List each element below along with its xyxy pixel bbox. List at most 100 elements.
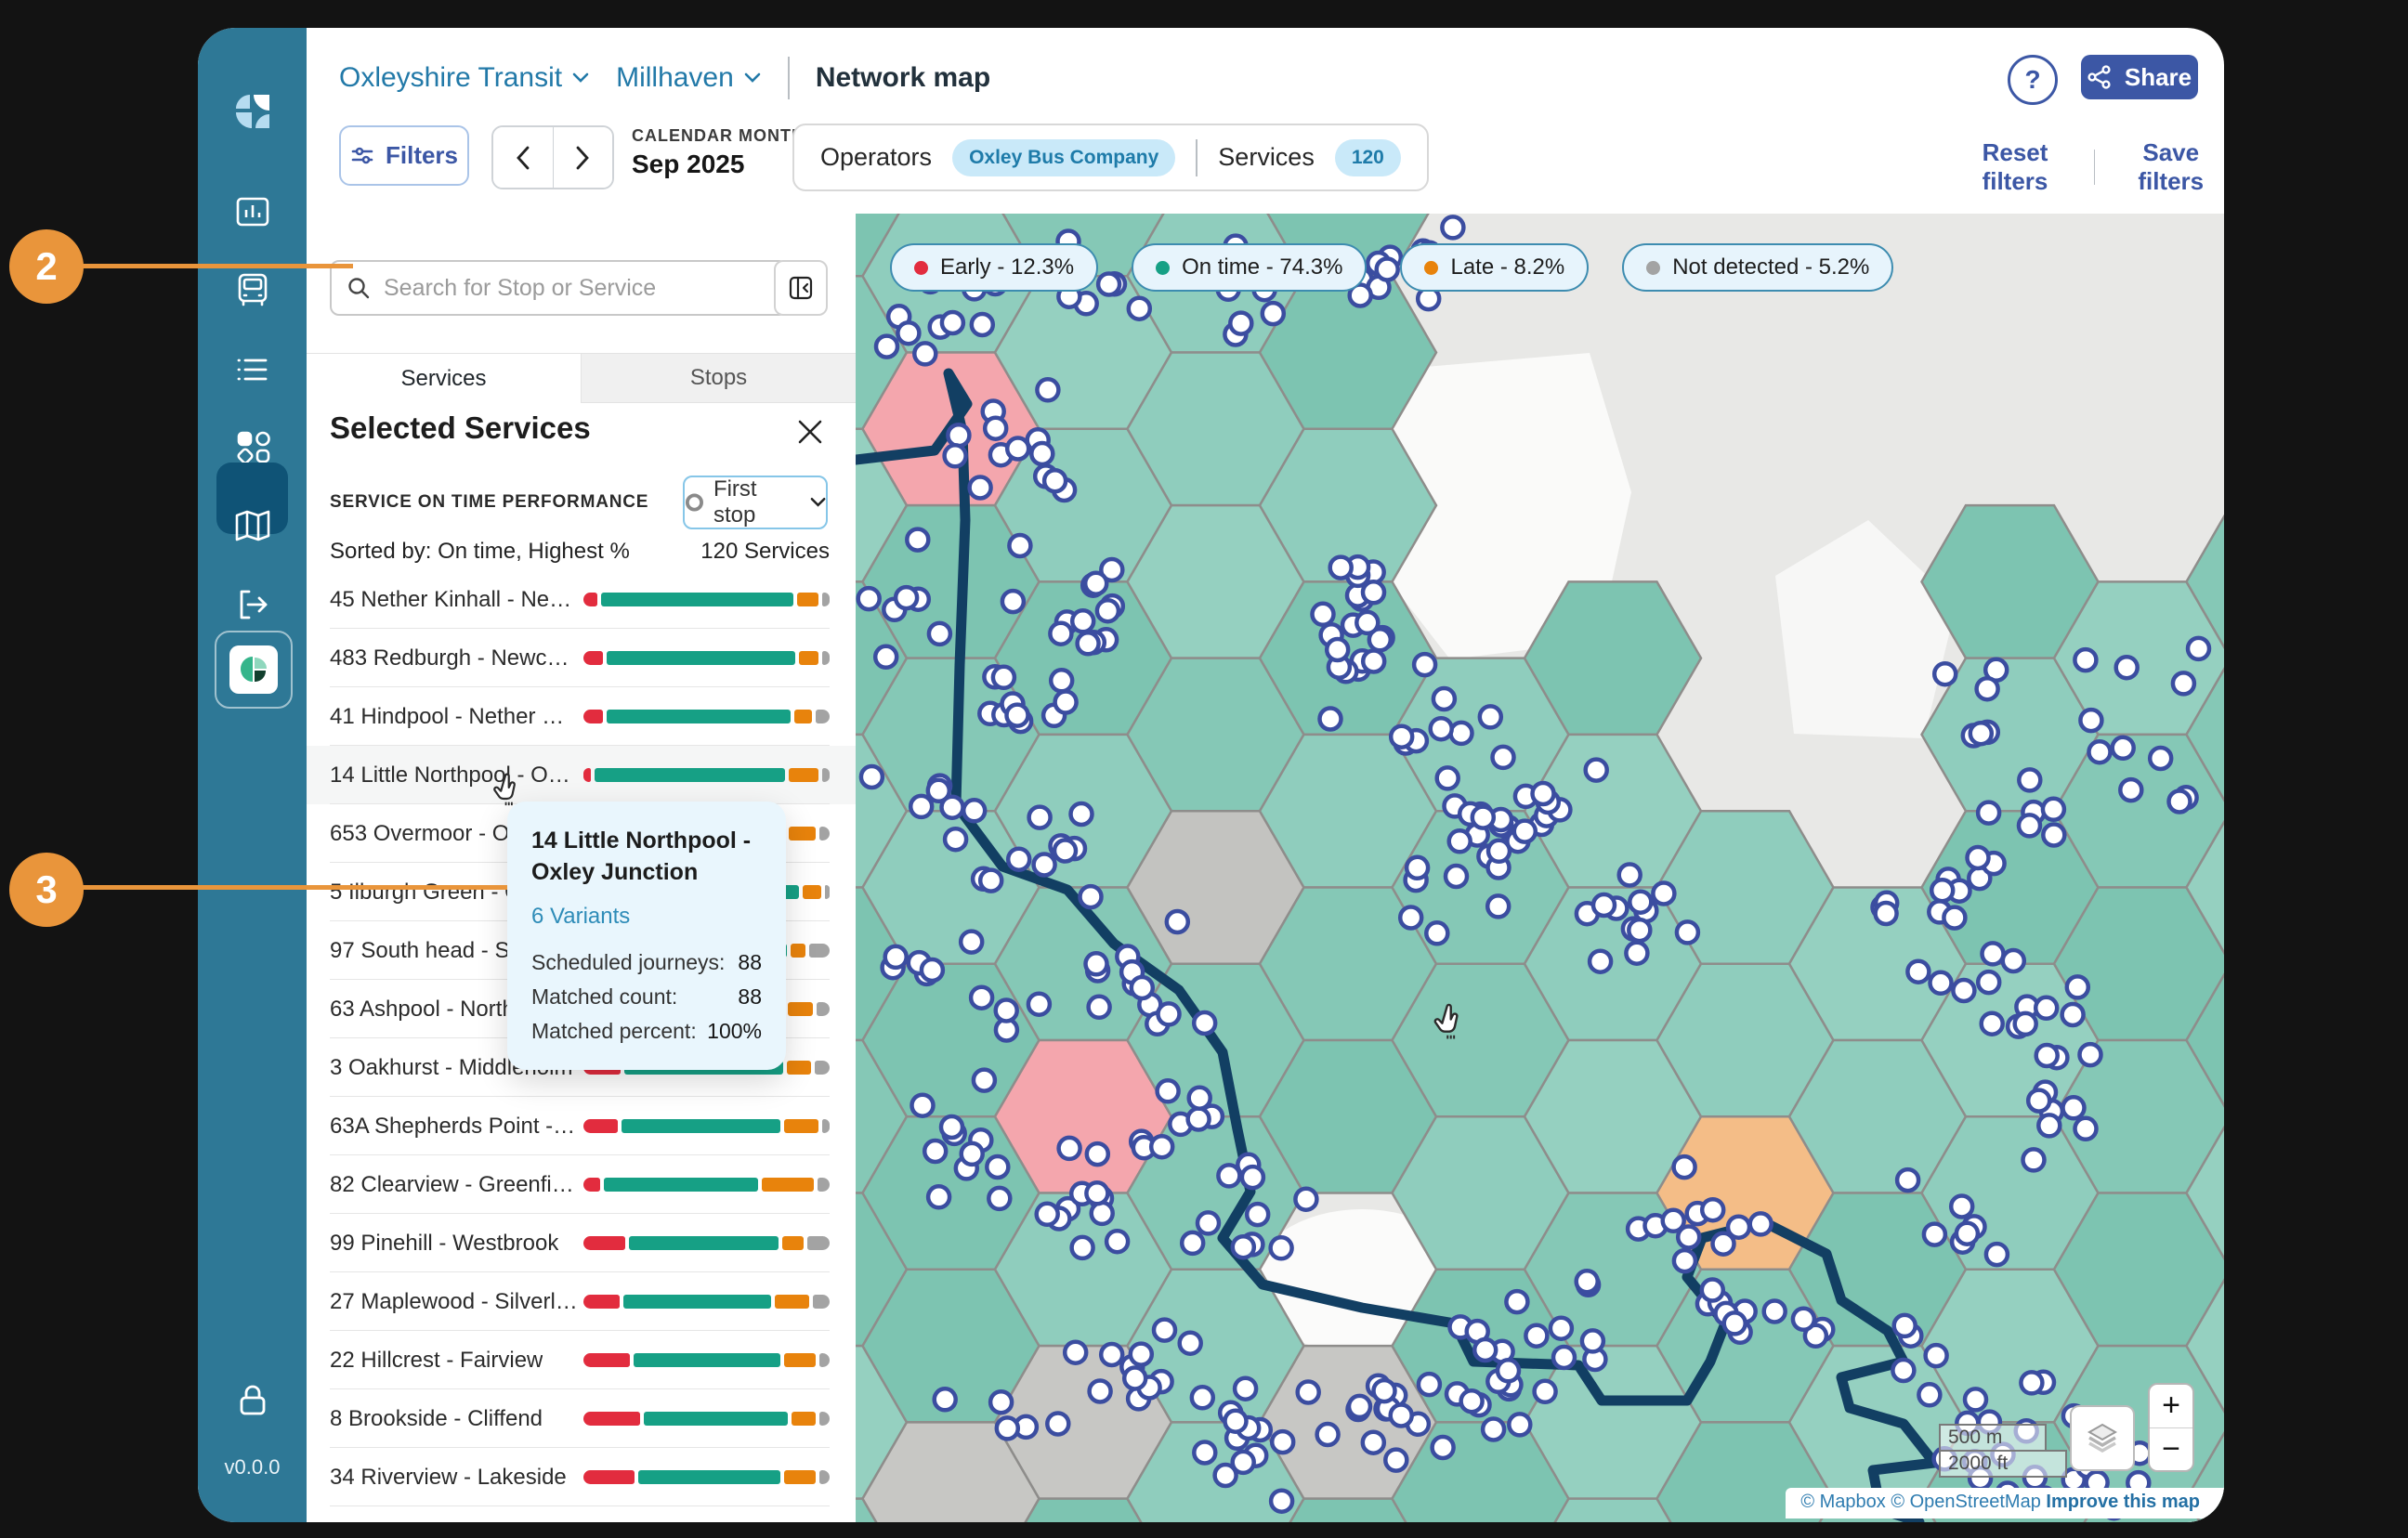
otp-bar-segment <box>815 1061 830 1075</box>
attribution-text[interactable]: © Mapbox © OpenStreetMap <box>1800 1492 2041 1512</box>
otp-bar <box>583 1412 830 1426</box>
reset-filters-button[interactable]: Reset filters <box>1958 137 2072 197</box>
service-name: 27 Maplewood - Silverlake <box>330 1288 579 1314</box>
service-row[interactable]: 27 Maplewood - Silverlake <box>307 1272 856 1331</box>
stop-selector[interactable]: First stop <box>683 476 828 529</box>
service-row[interactable]: 82 Clearview - Greenfield <box>307 1155 856 1214</box>
improve-map-link[interactable]: Improve this map <box>2046 1492 2200 1512</box>
prev-month-button[interactable] <box>493 127 554 188</box>
search-placeholder: Search for Stop or Service <box>384 274 657 301</box>
tooltip-row: Matched percent: 100% <box>531 1018 762 1043</box>
breadcrumb-org[interactable]: Oxleyshire Transit <box>339 62 590 94</box>
map-attribution: © Mapbox © OpenStreetMap Improve this ma… <box>1786 1488 2224 1518</box>
otp-bar-segment <box>812 1295 830 1309</box>
chevron-down-icon <box>572 72 589 83</box>
service-row[interactable]: 99 Pinehill - Westbrook <box>307 1214 856 1272</box>
zoom-in-button[interactable]: + <box>2150 1385 2192 1428</box>
otp-bar-segment <box>583 651 603 665</box>
annotation-badge-2: 2 <box>9 229 84 304</box>
legend-chip[interactable]: Early - 12.3% <box>890 243 1099 292</box>
legend-chip[interactable]: Late - 8.2% <box>1400 243 1590 292</box>
legend-chip[interactable]: On time - 74.3% <box>1132 243 1368 292</box>
logout-icon[interactable] <box>198 577 307 632</box>
sidebar: v0.0.0 <box>198 28 307 1522</box>
map-layers-button[interactable] <box>2070 1405 2135 1471</box>
app-logo-icon[interactable] <box>198 84 307 139</box>
filters-box-divider <box>1196 138 1198 176</box>
calendar-month-value[interactable]: Sep 2025 <box>632 150 745 178</box>
search-input[interactable]: Search for Stop or Service <box>330 260 788 316</box>
otp-bar <box>583 1470 831 1484</box>
cursor-hand-icon <box>493 773 516 806</box>
filters-button[interactable]: Filters <box>339 125 469 186</box>
network-map-icon[interactable] <box>198 498 307 554</box>
service-row[interactable]: 34 Riverview - Lakeside <box>307 1448 856 1506</box>
otp-bar-segment <box>807 1236 830 1250</box>
tab-services[interactable]: Services <box>307 354 581 403</box>
close-icon[interactable] <box>794 416 828 450</box>
service-row[interactable]: 14 Little Northpool - Oxley J… <box>307 746 856 804</box>
chevron-left-icon <box>516 146 530 169</box>
share-icon <box>2087 65 2111 89</box>
sort-summary: Sorted by: On time, Highest % 120 Servic… <box>330 539 830 565</box>
otp-bar <box>583 651 830 665</box>
breadcrumb: Oxleyshire Transit Millhaven Network map <box>339 56 990 100</box>
collapse-panel-button[interactable] <box>774 260 828 316</box>
save-filters-button[interactable]: Save filters <box>2117 137 2224 197</box>
service-name: 63A Shepherds Point - Epic… <box>330 1113 579 1139</box>
service-row[interactable]: 22 Hillcrest - Fairview <box>307 1331 856 1389</box>
chevron-right-icon <box>576 146 590 169</box>
otp-bar <box>583 1353 831 1367</box>
zoom-out-button[interactable]: − <box>2162 1430 2180 1466</box>
otp-bar-segment <box>783 1119 818 1133</box>
otp-bar-segment <box>788 1002 814 1016</box>
legend-label: Early - 12.3% <box>940 254 1075 280</box>
otp-bar-segment <box>821 768 830 782</box>
map-canvas[interactable] <box>856 214 2224 1522</box>
services-count: 120 Services <box>700 539 830 564</box>
service-row[interactable]: 483 Redburgh - Newcaster <box>307 629 856 687</box>
annotation-line-2 <box>46 264 353 268</box>
service-row[interactable]: 8 Brookside - Cliffend <box>307 1389 856 1448</box>
dashboard-icon[interactable] <box>198 184 307 240</box>
filters-icon <box>351 147 373 163</box>
service-name: 22 Hillcrest - Fairview <box>330 1347 543 1373</box>
service-name: 45 Nether Kinhall - Newcast… <box>330 586 579 612</box>
otp-bar-segment <box>822 1119 830 1133</box>
shapes-icon[interactable] <box>198 419 307 475</box>
legend-chip[interactable]: Not detected - 5.2% <box>1622 243 1894 292</box>
otp-bar-segment <box>638 1470 781 1484</box>
panel-tabs: Services Stops <box>307 353 856 403</box>
share-button[interactable]: Share <box>2081 55 2198 99</box>
panel-title: Selected Services <box>330 411 591 445</box>
breadcrumb-region[interactable]: Millhaven <box>616 62 762 94</box>
partner-app-icon[interactable] <box>215 631 293 709</box>
legend-dot-icon <box>1646 260 1661 275</box>
otp-bar-segment <box>595 768 785 782</box>
otp-bar-segment <box>794 710 812 723</box>
otp-bar-segment <box>824 885 830 899</box>
help-button[interactable]: ? <box>2008 55 2058 105</box>
network-map[interactable]: Early - 12.3% On time - 74.3% Late - 8.2% N… <box>856 214 2224 1522</box>
legend-dot-icon <box>1156 260 1171 275</box>
otp-bar-segment <box>583 1236 625 1250</box>
service-row[interactable]: 63A Shepherds Point - Epic… <box>307 1097 856 1155</box>
service-row[interactable]: 41 Hindpool - Nether Kinhall <box>307 687 856 746</box>
otp-bar-segment <box>634 1353 781 1367</box>
services-count-chip[interactable]: 120 <box>1334 138 1401 176</box>
bus-icon[interactable] <box>198 262 307 318</box>
otp-bar-segment <box>817 1178 830 1192</box>
layers-icon <box>2087 1423 2118 1453</box>
chevron-down-icon <box>744 72 761 83</box>
annotation-line-3 <box>46 885 507 890</box>
tab-stops[interactable]: Stops <box>581 354 856 403</box>
otp-bar-segment <box>762 1178 814 1192</box>
otp-bar-segment <box>583 1178 601 1192</box>
otp-bar-segment <box>792 1412 817 1426</box>
tooltip-variants-link[interactable]: 6 Variants <box>531 903 631 929</box>
operator-chip[interactable]: Oxley Bus Company <box>952 138 1176 176</box>
next-month-button[interactable] <box>553 127 612 188</box>
service-row[interactable]: 45 Nether Kinhall - Newcast… <box>307 570 856 629</box>
list-icon[interactable] <box>198 342 307 398</box>
legend-label: Late - 8.2% <box>1450 254 1565 280</box>
